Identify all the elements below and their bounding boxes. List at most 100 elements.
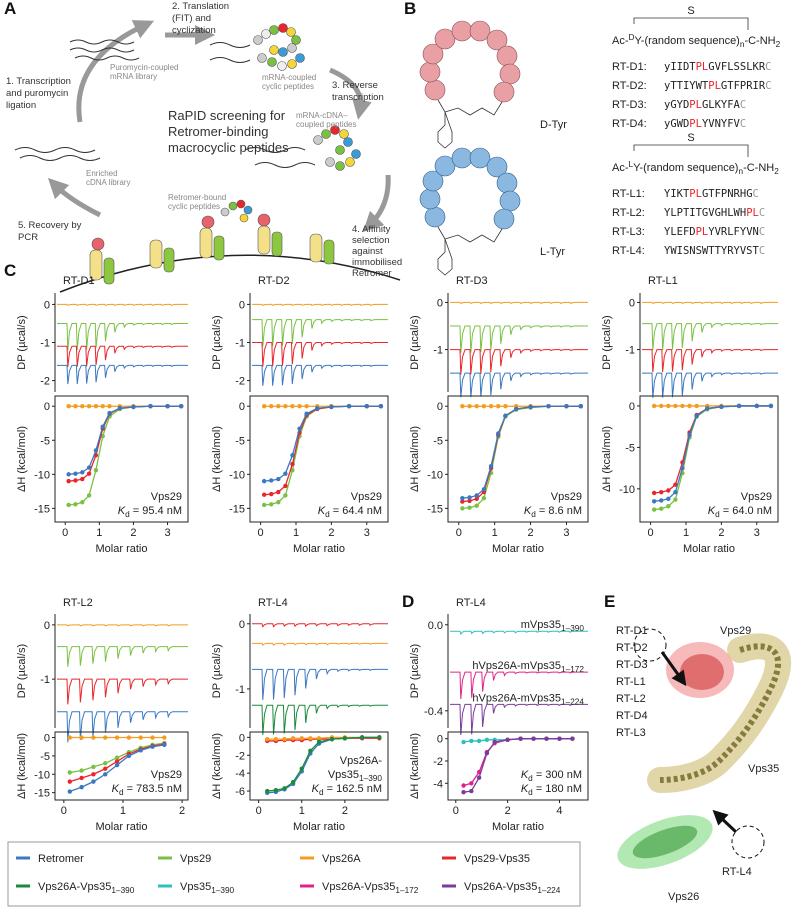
y-tick-label: 0: [239, 299, 245, 311]
data-point: [496, 431, 501, 436]
peptide-sequence: YLEFDPLYVRLFYVNC: [664, 226, 765, 238]
data-point: [659, 506, 664, 511]
thermogram-trace: [57, 646, 188, 667]
panel-letter: E: [604, 592, 615, 611]
data-point: [138, 735, 143, 740]
data-point: [283, 404, 288, 409]
data-point: [290, 453, 295, 458]
peptide-name: RT-D2:: [612, 80, 647, 92]
peptide-name: RT-D1:: [612, 61, 647, 73]
data-point: [378, 404, 384, 409]
data-point: [80, 404, 85, 409]
data-point: [514, 406, 519, 412]
text-part: C: [765, 80, 771, 92]
panel-title: macrocyclic peptides: [168, 140, 289, 155]
peptide-label: RT-D2: [616, 642, 648, 654]
data-point: [484, 737, 490, 743]
sequence-header: Ac-LY-(random sequence)n-C-NH2: [612, 160, 779, 176]
annotation: Kd = 300 nM: [521, 769, 582, 783]
text-part: d: [125, 510, 130, 519]
data-point: [107, 404, 112, 409]
y-tick-label: -2: [235, 376, 245, 388]
data-point: [503, 413, 508, 418]
data-point: [364, 404, 369, 409]
data-point: [67, 779, 72, 784]
x-tick-label: 4: [556, 805, 562, 817]
thermogram-trace: [450, 301, 588, 305]
data-point: [290, 736, 296, 741]
data-point: [578, 404, 584, 409]
text-part: Vps35: [180, 881, 211, 893]
text-part: K: [524, 505, 532, 517]
text-part: d: [319, 788, 324, 797]
data-point: [377, 735, 382, 740]
data-point: [273, 736, 279, 742]
data-point: [297, 426, 302, 431]
data-point: [308, 736, 313, 741]
data-point: [694, 403, 699, 409]
x-tick-label: 2: [528, 527, 534, 539]
data-point: [93, 404, 99, 409]
text-part: PL: [696, 226, 709, 238]
y-axis-label: DP (µcal/s): [211, 315, 223, 369]
text-part: GVFLSSLKR: [708, 61, 766, 73]
step-label: 4. Affinity: [352, 224, 391, 235]
protein-label: Vps29: [720, 625, 751, 637]
peptide-sequence: yGWDPLYVNYFVC: [664, 118, 746, 130]
annotation: Kd = 783.5 nM: [112, 783, 182, 797]
text-part: YIKT: [664, 188, 690, 200]
chart-title: RT-D1: [63, 275, 95, 287]
text-part: YWISNSWTTYRYVST: [664, 245, 760, 257]
text-part: YVRLFYVN: [708, 226, 759, 238]
data-point: [359, 735, 365, 740]
text-part: Y-(random sequence): [633, 162, 738, 174]
text-part: d: [531, 510, 536, 519]
text-part: K: [521, 783, 529, 795]
legend-label: Vps29-Vps35: [464, 853, 530, 865]
text-part: d: [528, 774, 533, 783]
data-point: [66, 472, 71, 477]
text-part: Ac-: [612, 35, 629, 47]
text-part: 1–390: [561, 624, 584, 633]
data-point: [467, 498, 472, 504]
text-part: YVNYFV: [702, 118, 741, 130]
step-label: selection: [352, 235, 390, 246]
y-tick-label: 0: [629, 401, 635, 413]
fit-line: [68, 405, 182, 475]
text-part: 2: [776, 40, 781, 49]
thermogram-trace: [450, 703, 588, 736]
data-point: [673, 403, 678, 409]
data-point: [299, 766, 304, 771]
text-part: = 162.5 nM: [324, 783, 382, 795]
caption: mRNA-cDNA–: [296, 111, 348, 120]
data-point: [484, 750, 490, 756]
data-point: [461, 783, 466, 788]
y-axis-label: ΔH (kcal/mol): [16, 733, 28, 799]
thermogram-trace: [252, 303, 388, 307]
text-part: Vps26A: [322, 853, 361, 865]
fit-line: [264, 405, 381, 482]
panel-title: RaPID screening for: [168, 108, 286, 123]
annotation: Vps29: [741, 491, 772, 503]
peptide-label: RT-L2: [616, 693, 646, 705]
data-point: [496, 404, 501, 409]
y-tick-label: -5: [433, 435, 443, 447]
text-part: hVps26A-mVps35: [472, 692, 561, 704]
chart-title: RT-D3: [456, 275, 488, 287]
data-point: [694, 413, 699, 419]
text-part: GTFPRIR: [721, 80, 766, 92]
text-part: Vps26A-Vps35: [464, 881, 537, 893]
data-point: [103, 772, 108, 777]
data-point: [329, 736, 335, 742]
chart-title: RT-L4: [456, 597, 486, 609]
protein-label: Vps35: [748, 763, 779, 775]
data-point: [651, 403, 657, 409]
caption: cyclic peptides: [262, 82, 314, 91]
y-tick-label: -15: [34, 503, 50, 515]
plot-frame: [447, 395, 589, 523]
plot-frame: [249, 395, 389, 523]
caption: mRNA-coupled: [262, 73, 316, 82]
data-point: [162, 735, 167, 740]
data-point: [93, 448, 99, 453]
fit-line: [264, 405, 381, 496]
